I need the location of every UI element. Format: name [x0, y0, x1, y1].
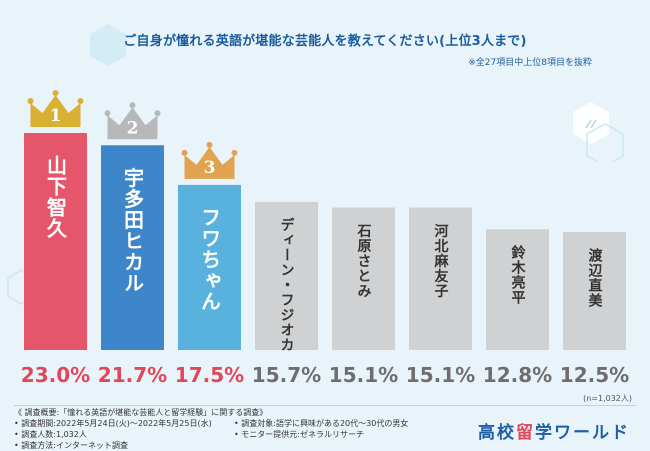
footer-divider [14, 405, 636, 406]
bar-3 [178, 184, 241, 350]
category-label-7: 鈴木亮平 [510, 245, 527, 306]
survey-heading: 《 調査概要:「憧れる英語が堪能な芸能人と留学経験」に関する調査》 [14, 408, 268, 417]
value-label-1: 23.0% [21, 363, 90, 387]
value-label-3: 17.5% [175, 363, 244, 387]
bar-1 [24, 133, 87, 350]
sample-size-note: (n=1,032人) [583, 394, 632, 403]
bar-5 [332, 207, 395, 350]
crown-icon-3 [184, 146, 235, 179]
value-label-8: 12.5% [560, 363, 629, 387]
value-label-6: 15.1% [406, 363, 475, 387]
bar-chart: 山下智久 23.0% 1 宇多田ヒカル 21.7% 2 フワちゃん 17.5% 3 ディーン・フジ… [21, 90, 629, 387]
brand-logo-part3: 学ワールド [535, 423, 630, 443]
crown-jewel-right-1 [77, 98, 84, 104]
survey-summary: 《 調査概要:「憧れる英語が堪能な芸能人と留学経験」に関する調査》 • 調査期間… [14, 407, 454, 451]
bar-4 [255, 201, 318, 350]
value-label-4: 15.7% [252, 363, 321, 387]
crown-jewel-center-2 [129, 102, 136, 109]
chart-title: ご自身が憧れる英語が堪能な芸能人を教えてください(上位3人まで) [123, 34, 527, 49]
crown-jewel-right-3 [231, 149, 238, 156]
crown-jewel-right-2 [154, 110, 161, 117]
crown-rank-3: 3 [204, 158, 216, 178]
category-label-8: 渡辺直美 [587, 247, 603, 308]
category-label-3: フワちゃん [198, 207, 222, 312]
category-label-1: 山下智久 [44, 155, 68, 239]
crown-rank-2: 2 [127, 118, 139, 138]
survey-count: • 調査人数:1,032人 [14, 430, 87, 439]
crown-jewel-left-1 [27, 98, 34, 104]
brand-logo-part1: 高校 [478, 423, 516, 443]
category-label-6: 河北麻友子 [433, 223, 450, 299]
crown-jewel-left-3 [181, 149, 188, 156]
bar-8 [563, 232, 626, 350]
category-label-2: 宇多田ヒカル [121, 166, 145, 293]
category-label-4: ディーン・フジオカ [279, 217, 295, 353]
bar-2 [101, 145, 164, 350]
survey-provider: • モニター提供元:ゼネラルリサーチ [234, 430, 364, 439]
crown-jewel-left-2 [104, 110, 111, 117]
hexagon-decoration-top-left [90, 24, 126, 66]
item-selection-note: ※全27項目中上位8項目を抜粋 [468, 58, 592, 68]
value-label-5: 15.1% [329, 363, 398, 387]
survey-method: • 調査方法:インターネット調査 [14, 441, 128, 450]
crown-rank-1: 1 [50, 106, 62, 126]
crown-jewel-center-1 [52, 90, 59, 96]
value-label-2: 21.7% [98, 363, 167, 387]
value-label-7: 12.8% [483, 363, 552, 387]
survey-period: • 調査期間:2022年5月24日(火)〜2022年5月25日(水) [14, 419, 212, 428]
crown-icon-1 [30, 95, 81, 127]
crown-jewel-center-3 [206, 141, 213, 148]
bar-7 [486, 229, 549, 350]
crown-icon-2 [107, 107, 158, 140]
category-label-5: 石原さとみ [356, 224, 373, 299]
brand-logo: 高校留学ワールド [478, 418, 630, 443]
survey-target: • 調査対象:語学に興味がある20代〜30代の男女 [234, 419, 409, 428]
bar-6 [409, 207, 472, 350]
hexagon-decoration-right [573, 102, 624, 162]
brand-logo-part2: 留 [516, 423, 535, 443]
